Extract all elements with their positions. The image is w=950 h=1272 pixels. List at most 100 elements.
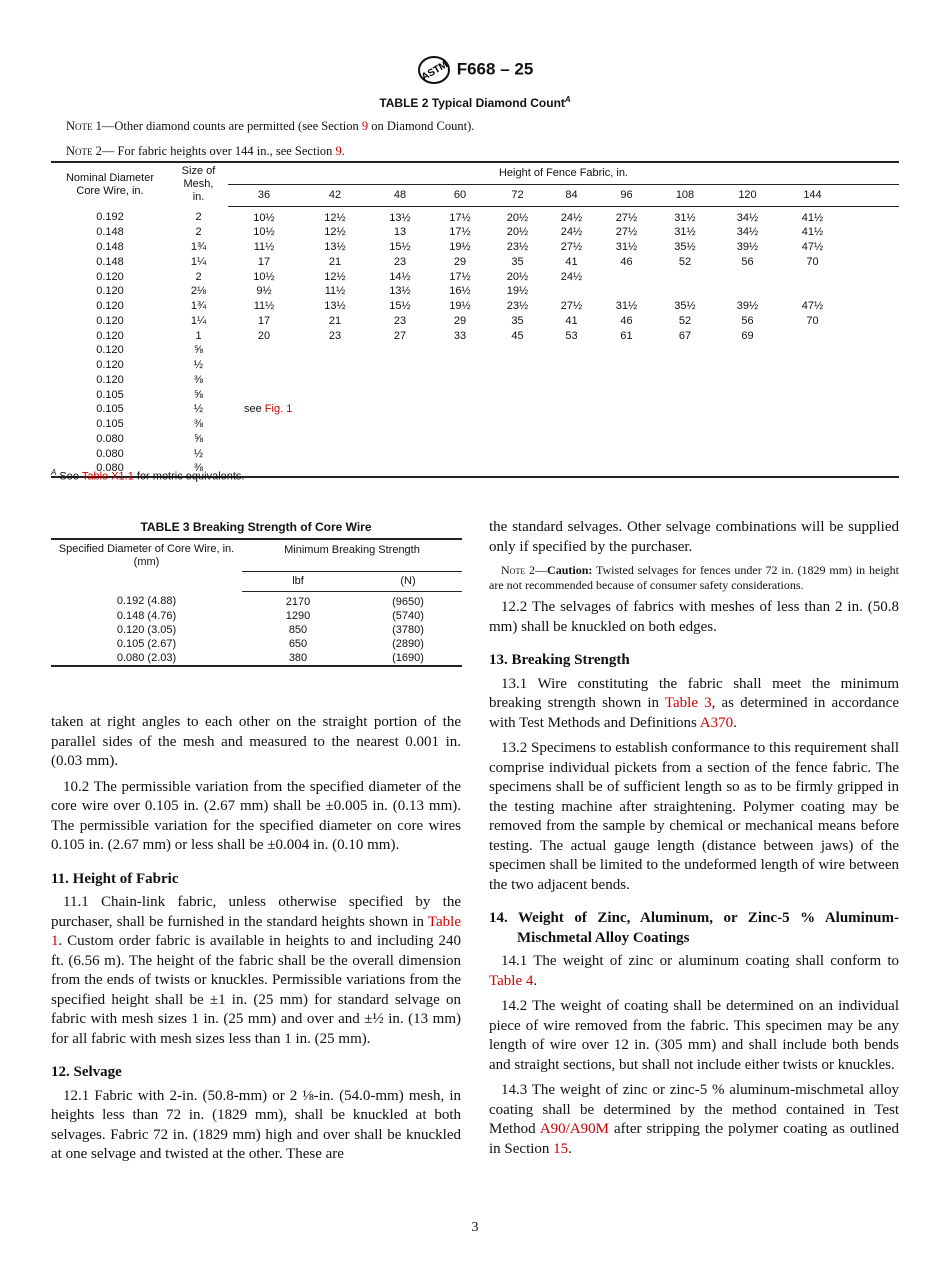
table-cell: 0.192 (96, 211, 124, 224)
table-cell: 19½ (506, 285, 529, 298)
table-cell (655, 417, 715, 432)
text: . (568, 1140, 572, 1157)
table-cell: 41 (565, 314, 578, 327)
table-cell (370, 358, 430, 373)
reference-link[interactable]: A370 (699, 714, 734, 731)
table-cell: 17½ (449, 226, 471, 239)
table-cell: ⅝ (193, 432, 204, 445)
table-cell: 31½ (674, 226, 696, 239)
section-9-link[interactable]: 9 (361, 119, 369, 133)
table-cell (655, 432, 715, 447)
table-cell (300, 461, 370, 477)
text: 13.1 Wire constituting the fabric shall … (489, 675, 899, 712)
paragraph: 13.2 Specimens to establish conformance … (489, 739, 899, 895)
table-cell: 0.120 (96, 270, 124, 283)
table-cell: 13 (393, 226, 407, 239)
page-number: 3 (471, 1220, 479, 1235)
table-cell (598, 343, 655, 358)
reference-link[interactable]: Table 3 (664, 695, 712, 711)
table-cell (300, 343, 370, 358)
text: 12.1 Fabric with 2-in. (50.8-mm) or 2 ⅛-… (51, 1087, 461, 1163)
table-cell: 23½ (506, 300, 529, 312)
text: 13. Breaking Strength (489, 652, 630, 668)
table-cell: 52 (678, 314, 692, 327)
table-cell: 1¾ (190, 300, 207, 312)
table-cell (780, 343, 845, 358)
table-cell: 0.148 (96, 226, 124, 239)
table-cell: 19½ (449, 241, 471, 253)
table-cell: 31½ (615, 241, 638, 253)
table-cell (715, 284, 780, 299)
table-row: 0.120 ½ (51, 358, 899, 373)
text: Caution: (547, 563, 593, 577)
table-cell: 0.105 (96, 388, 124, 401)
table-cell: 11½ (253, 300, 275, 312)
table-cell (715, 432, 780, 447)
table-cell (598, 284, 655, 299)
table-cell: 11½ (324, 285, 346, 298)
table-x1-1-link[interactable]: Table X1.1 (81, 470, 134, 483)
table-cell (780, 417, 845, 432)
reference-link[interactable]: A90/A90M (539, 1121, 610, 1137)
text: 14. Weight of Zinc, Aluminum, or Zinc-5 … (489, 910, 899, 946)
table-row: 0.120 ⅝ (51, 343, 899, 358)
fig-1-link[interactable]: Fig. 1 (264, 403, 293, 416)
text: . (733, 714, 737, 731)
table-cell: 39½ (736, 241, 759, 253)
paragraph: 14.3 The weight of zinc or zinc-5 % alum… (489, 1081, 899, 1159)
table-cell (655, 343, 715, 358)
table-cell (430, 461, 490, 477)
text: 12.2 The selvages of fabrics with meshes… (489, 599, 899, 635)
table-cell: 33 (453, 329, 467, 342)
text: 11.1 Chain-link fabric, unless otherwise… (51, 894, 461, 930)
table-cell (780, 329, 845, 344)
section-9-link[interactable]: 9 (335, 144, 342, 158)
table-cell: 9½ (256, 285, 272, 298)
table-cell: 39½ (736, 300, 759, 312)
table-cell (545, 388, 598, 403)
section-heading: 12. Selvage (51, 1063, 461, 1083)
table-cell (545, 343, 598, 358)
table-cell (430, 373, 490, 388)
table-cell: 61 (620, 329, 633, 342)
section-heading: 11. Height of Fabric (51, 870, 461, 890)
paragraph: taken at right angles to each other on t… (51, 713, 461, 772)
table-cell: (3780) (392, 623, 424, 636)
table-cell: ⅝ (193, 344, 204, 357)
table-cell (430, 402, 490, 417)
table-cell: 0.120 (96, 373, 124, 386)
table-cell: 34½ (736, 226, 759, 239)
table-row: 0.120 1 20 23 27 33 45 53 61 67 69 (51, 329, 899, 344)
table-cell: 46 (620, 255, 633, 268)
table-cell (300, 373, 370, 388)
reference-link[interactable]: Table 1 (51, 913, 461, 950)
table-cell (545, 358, 598, 373)
table2-note1: Note 1—Other diamond counts are permitte… (66, 119, 475, 133)
table-cell: 41 (565, 255, 578, 268)
table-cell: 0.148 (96, 255, 124, 268)
table-cell: 47½ (801, 300, 824, 312)
paragraph: 12.2 The selvages of fabrics with meshes… (489, 598, 899, 637)
col-height-144: 144 (780, 184, 845, 207)
text: Note 2 (501, 563, 536, 577)
table-row: 0.080 ⅜ (51, 461, 899, 477)
table-cell: 13½ (324, 300, 346, 312)
table-cell: ⅜ (193, 373, 204, 386)
table-cell (490, 447, 545, 462)
table-cell (655, 388, 715, 403)
table-cell: 10½ (253, 270, 275, 283)
table-cell: 850 (288, 623, 308, 636)
table-row: 0.148 1¾ 11½ 13½ 15½ 19½ 23½ 27½ 31½ 35½ 39½ 47½ (51, 240, 899, 255)
table-cell: 23 (393, 314, 407, 327)
table-cell: 31½ (615, 300, 638, 312)
reference-link[interactable]: 15 (553, 1140, 569, 1157)
table-row: 0.192 (4.88) 2170 (9650) (51, 591, 462, 609)
text: after stripping the polymer coating as o… (489, 1121, 899, 1157)
page-header: ASTM F668 – 25 (0, 55, 950, 85)
table-cell (780, 447, 845, 462)
table-cell: 27½ (560, 241, 583, 253)
reference-link[interactable]: Table 4 (489, 972, 534, 989)
table-cell (228, 373, 300, 388)
table-cell (228, 343, 300, 358)
table-cell (370, 432, 430, 447)
